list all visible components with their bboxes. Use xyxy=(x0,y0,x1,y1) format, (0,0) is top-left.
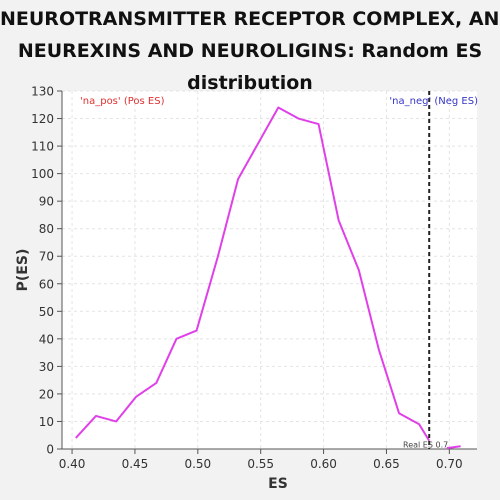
annotation-pos-es: 'na_pos' (Pos ES) xyxy=(80,96,165,107)
y-tick-label: 110 xyxy=(31,140,54,154)
y-tick-label: 50 xyxy=(39,305,54,319)
x-axis-label: ES xyxy=(268,476,288,492)
distribution-line-1 xyxy=(75,106,431,442)
x-tick-label: 0.50 xyxy=(184,457,211,471)
chart-title: NEUROTRANSMITTER RECEPTOR COMPLEX, AND N… xyxy=(0,3,500,99)
chart-title-line-3: distribution xyxy=(187,72,313,94)
y-tick-label: 30 xyxy=(39,360,54,374)
y-tick-label: 90 xyxy=(39,195,54,209)
x-tick-label: 0.55 xyxy=(247,457,274,471)
real-es-label: Real ES 0.7 xyxy=(403,441,448,450)
distribution-line-2 xyxy=(446,445,461,450)
x-tick-label: 0.65 xyxy=(373,457,400,471)
annotation-neg-es: 'na_neg' (Neg ES) xyxy=(389,96,478,107)
chart-title-line-1: NEUROTRANSMITTER RECEPTOR COMPLEX, AND xyxy=(0,8,500,30)
axes: 0 10 20 30 40 50 60 70 80 90 100 110 120 130 0.40 0.45 0… xyxy=(31,85,477,471)
plot-area xyxy=(62,91,477,449)
y-tick-label: 10 xyxy=(39,415,54,429)
x-tick-label: 0.60 xyxy=(310,457,337,471)
x-tick-label: 0.45 xyxy=(122,457,149,471)
x-tick-label: 0.70 xyxy=(436,457,463,471)
x-tick-label: 0.40 xyxy=(59,457,86,471)
y-tick-label: 40 xyxy=(39,332,54,346)
y-tick-label: 80 xyxy=(39,222,54,236)
y-tick-label: 100 xyxy=(31,167,54,181)
series xyxy=(75,106,461,450)
y-tick-label: 130 xyxy=(31,85,54,99)
y-tick-label: 0 xyxy=(46,443,54,457)
chart-title-line-2: NEUREXINS AND NEUROLIGINS: Random ES xyxy=(17,40,483,62)
y-tick-label: 120 xyxy=(31,112,54,126)
y-tick-label: 70 xyxy=(39,250,54,264)
marks: Real ES 0.7 xyxy=(403,91,448,450)
y-tick-label: 60 xyxy=(39,277,54,291)
y-axis-label: P(ES) xyxy=(15,249,31,292)
y-tick-label: 20 xyxy=(39,387,54,401)
